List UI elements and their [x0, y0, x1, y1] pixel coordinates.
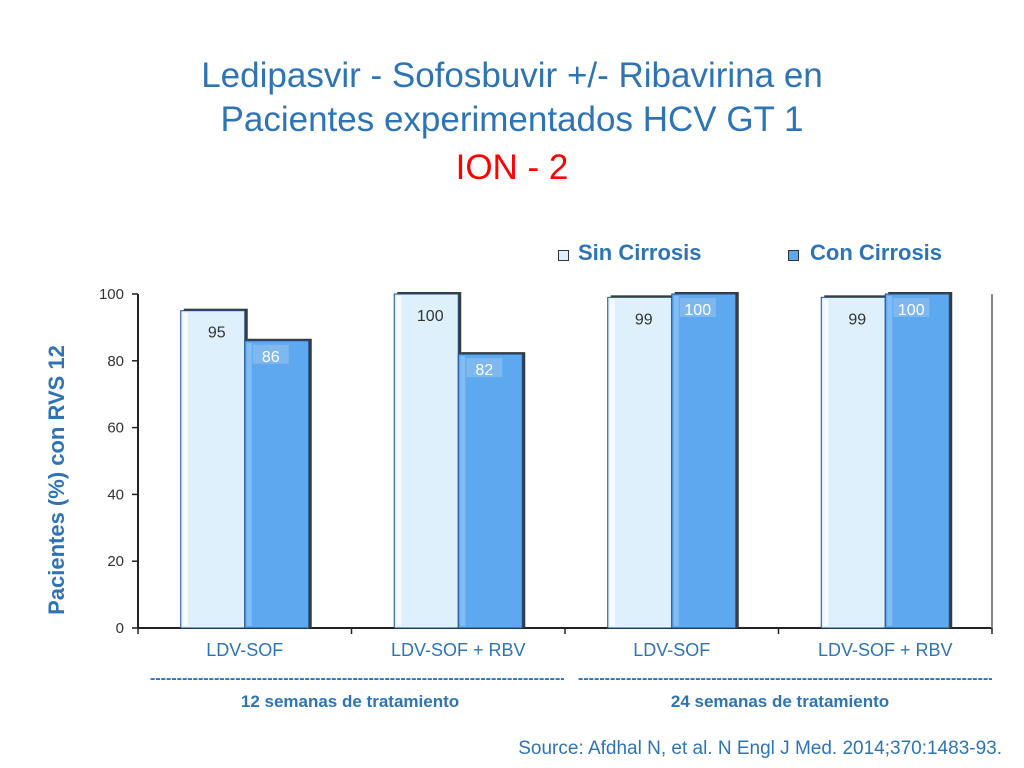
bar-highlight: [887, 296, 893, 626]
data-label-sin-cirrosis: 99: [848, 311, 866, 328]
data-label-con-cirrosis: 82: [475, 362, 493, 379]
legend-swatch-sin-cirrosis: [558, 250, 569, 261]
bar-con-cirrosis: [671, 293, 737, 629]
group-divider-24-weeks: ----------------------------------------…: [578, 670, 992, 687]
data-label-sin-cirrosis: 95: [208, 325, 226, 342]
bar-con-cirrosis: [457, 353, 523, 629]
data-label-con-cirrosis: 100: [684, 302, 711, 319]
legend-label-con-cirrosis: Con Cirrosis: [810, 240, 943, 265]
y-tick-label: 80: [107, 353, 124, 370]
legend-swatch-con-cirrosis: [788, 250, 799, 261]
slide-title-line-1: Ledipasvir - Sofosbuvir +/- Ribavirina e…: [201, 56, 823, 95]
y-axis-title: Pacientes (%) con RVS 12: [44, 345, 69, 615]
y-tick-label: 100: [99, 286, 124, 303]
legend-label-sin-cirrosis: Sin Cirrosis: [578, 240, 702, 265]
bar-sin-cirrosis: [607, 296, 673, 629]
slide-title-study-name: ION - 2: [455, 148, 569, 187]
data-label-bg: [893, 298, 930, 317]
bar-sin-cirrosis: [393, 293, 459, 629]
bar-highlight: [609, 299, 615, 626]
group-divider-12-weeks: ----------------------------------------…: [150, 670, 564, 687]
data-label-con-cirrosis: 100: [898, 302, 925, 319]
data-label-sin-cirrosis: 99: [635, 311, 653, 328]
y-tick-label: 60: [107, 420, 124, 437]
bar-highlight: [823, 299, 829, 626]
data-label-con-cirrosis: 86: [262, 349, 280, 366]
slide-title-line-2: Pacientes experimentados HCV GT 1: [220, 100, 804, 139]
bar-highlight: [246, 342, 252, 626]
bar-highlight: [673, 296, 679, 626]
group-label-12-weeks: 12 semanas de tratamiento: [240, 692, 460, 711]
x-category-label: LDV-SOF: [633, 640, 710, 660]
bar-highlight: [460, 356, 466, 626]
y-tick-label: 20: [107, 553, 124, 570]
bar-highlight: [396, 296, 402, 626]
group-label-24-weeks: 24 semanas de tratamiento: [670, 692, 890, 711]
data-label-sin-cirrosis: 100: [417, 308, 444, 325]
bar-con-cirrosis: [244, 340, 310, 629]
source-citation: Source: Afdhal N, et al. N Engl J Med. 2…: [518, 738, 1002, 759]
bar-con-cirrosis: [884, 293, 950, 629]
bar-sin-cirrosis: [820, 296, 886, 629]
data-label-bg: [466, 358, 503, 378]
bar-highlight: [182, 312, 188, 626]
x-category-label: LDV-SOF: [206, 640, 283, 660]
y-tick-label: 0: [116, 620, 124, 637]
data-label-bg: [252, 344, 289, 364]
bar-sin-cirrosis: [180, 310, 246, 629]
data-label-bg: [679, 298, 716, 317]
y-tick-label: 40: [107, 486, 124, 503]
x-category-label: LDV-SOF + RBV: [818, 640, 953, 660]
x-category-label: LDV-SOF + RBV: [391, 640, 526, 660]
